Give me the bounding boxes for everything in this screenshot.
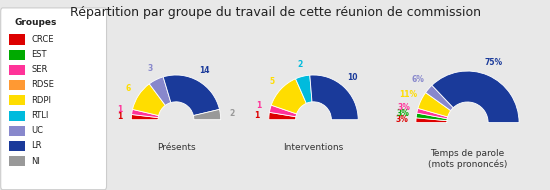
Wedge shape <box>131 115 158 120</box>
Bar <box>9 95 25 105</box>
Wedge shape <box>269 112 296 120</box>
Wedge shape <box>131 109 158 118</box>
Bar <box>9 34 25 45</box>
Text: 3%: 3% <box>396 109 409 118</box>
Text: NI: NI <box>31 157 40 165</box>
Wedge shape <box>418 93 451 117</box>
Bar <box>9 50 25 60</box>
Text: 6: 6 <box>126 84 131 93</box>
Text: 5: 5 <box>269 77 274 86</box>
Bar <box>9 126 25 136</box>
Text: 10: 10 <box>346 74 357 82</box>
Text: RDPI: RDPI <box>31 96 51 105</box>
Text: EST: EST <box>31 50 47 59</box>
Bar <box>9 80 25 90</box>
Bar <box>9 65 25 75</box>
Wedge shape <box>194 109 221 120</box>
Text: Présents: Présents <box>157 143 195 152</box>
Text: Temps de parole
(mots prononcés): Temps de parole (mots prononcés) <box>428 149 507 169</box>
Text: Interventions: Interventions <box>283 143 344 152</box>
Text: RDSE: RDSE <box>31 81 54 89</box>
Bar <box>9 111 25 121</box>
Wedge shape <box>133 84 166 116</box>
Wedge shape <box>432 71 519 123</box>
Bar <box>9 156 25 166</box>
Text: 14: 14 <box>199 66 210 75</box>
Text: 6%: 6% <box>411 75 425 84</box>
FancyBboxPatch shape <box>1 8 107 190</box>
Wedge shape <box>270 105 296 117</box>
Text: 2: 2 <box>297 60 302 69</box>
Text: 3%: 3% <box>397 103 410 112</box>
Text: Répartition par groupe du travail de cette réunion de commission: Répartition par groupe du travail de cet… <box>69 6 481 19</box>
Text: 75%: 75% <box>484 58 502 67</box>
Text: 3: 3 <box>148 64 153 74</box>
Wedge shape <box>310 75 358 120</box>
Bar <box>9 141 25 151</box>
Text: UC: UC <box>31 126 43 135</box>
Wedge shape <box>426 85 453 111</box>
Wedge shape <box>416 113 447 121</box>
Text: 1: 1 <box>254 111 260 120</box>
Text: 1: 1 <box>256 101 261 110</box>
Wedge shape <box>417 108 448 119</box>
Text: LR: LR <box>31 141 42 150</box>
Wedge shape <box>271 79 306 114</box>
Wedge shape <box>163 75 219 116</box>
Wedge shape <box>149 77 171 105</box>
Text: CRCE: CRCE <box>31 35 54 44</box>
Text: 11%: 11% <box>399 89 417 99</box>
Text: 2: 2 <box>230 109 235 118</box>
Text: Groupes: Groupes <box>15 18 57 27</box>
Text: 3%: 3% <box>395 115 409 124</box>
Text: 1: 1 <box>117 112 122 121</box>
Wedge shape <box>295 75 312 103</box>
Text: SER: SER <box>31 65 48 74</box>
Wedge shape <box>416 118 447 123</box>
Text: 1: 1 <box>118 105 123 114</box>
Text: RTLI: RTLI <box>31 111 48 120</box>
